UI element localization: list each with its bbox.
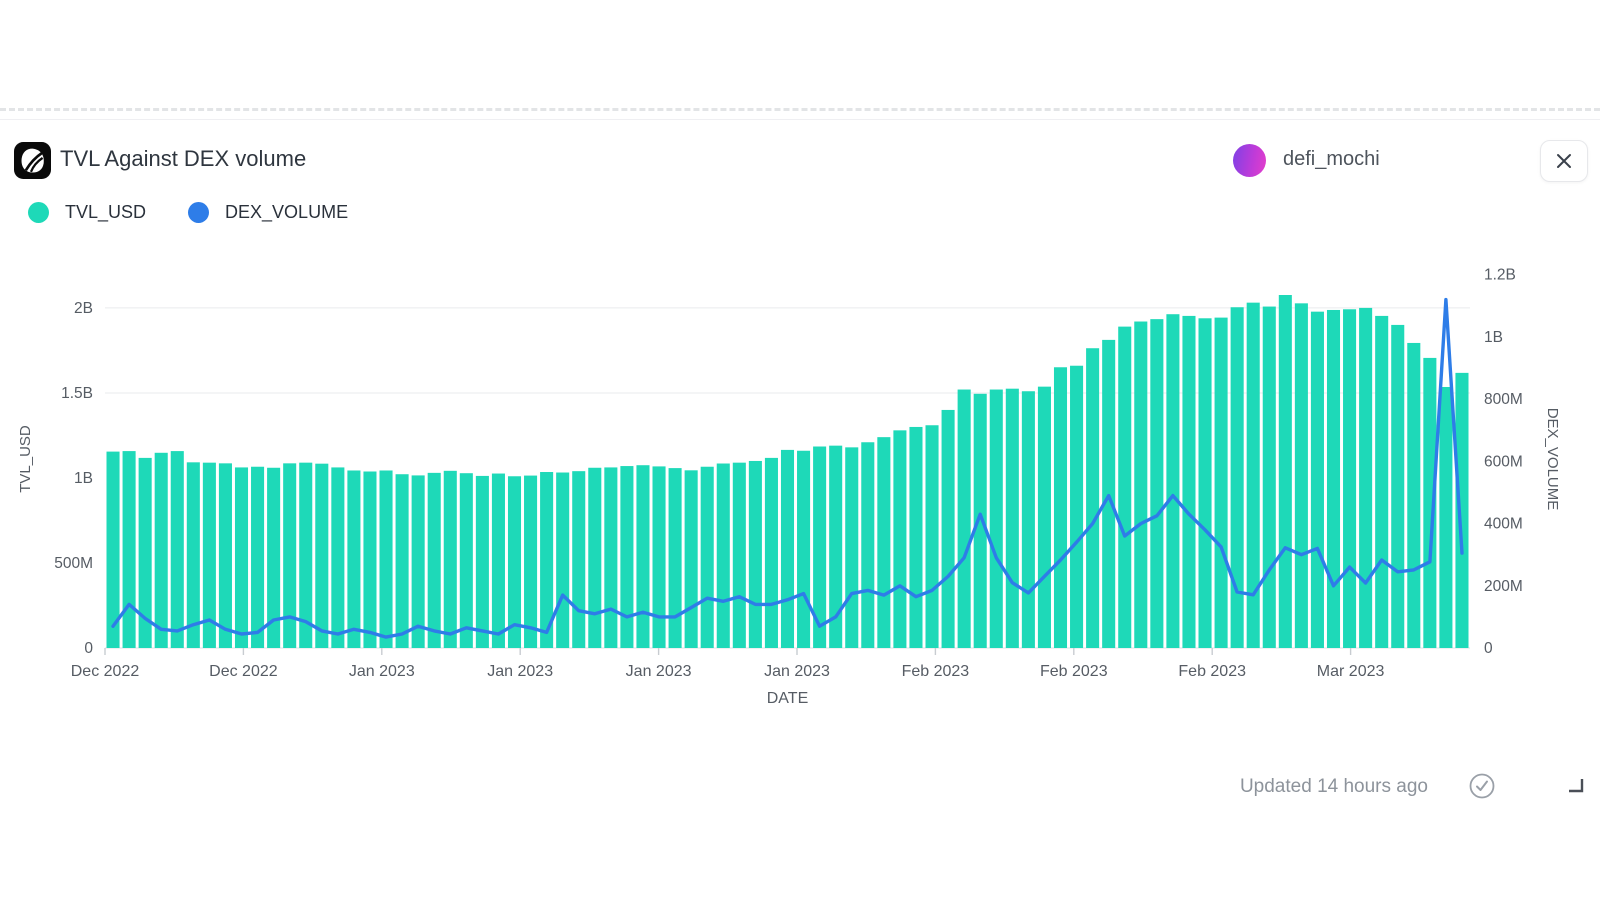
resize-corner-handle[interactable] xyxy=(1566,776,1586,796)
svg-text:1.5B: 1.5B xyxy=(61,385,93,402)
svg-text:DATE: DATE xyxy=(767,690,808,707)
page-title: TVL Against DEX volume xyxy=(60,146,307,171)
svg-text:Mar 2023: Mar 2023 xyxy=(1317,663,1385,680)
svg-text:0: 0 xyxy=(84,640,93,657)
legend-label: TVL_USD xyxy=(65,202,147,222)
close-button[interactable] xyxy=(1540,140,1588,182)
top-divider xyxy=(0,119,1600,120)
check-circle-icon xyxy=(1469,773,1495,799)
svg-text:Jan 2023: Jan 2023 xyxy=(626,663,692,680)
top-dashed-divider xyxy=(0,108,1600,111)
svg-text:500M: 500M xyxy=(54,555,93,572)
chart-area: Dec 2022 Dec 2022 Jan 2023 Jan 2023 Jan 2023… xyxy=(0,240,1600,720)
username-label: defi_mochi xyxy=(1283,148,1380,170)
legend: TVL_USD DEX_VOLUME xyxy=(28,202,376,223)
user-avatar xyxy=(1233,144,1266,177)
svg-text:Jan 2023: Jan 2023 xyxy=(349,663,415,680)
svg-text:Feb 2023: Feb 2023 xyxy=(1040,663,1108,680)
dex-volume-swatch-icon xyxy=(188,202,210,223)
legend-label: DEX_VOLUME xyxy=(225,202,349,222)
svg-text:Jan 2023: Jan 2023 xyxy=(764,663,830,680)
svg-text:1.2B: 1.2B xyxy=(1484,267,1516,284)
svg-text:600M: 600M xyxy=(1484,453,1523,470)
svg-text:2B: 2B xyxy=(74,300,93,317)
svg-text:Feb 2023: Feb 2023 xyxy=(902,663,970,680)
updated-status: Updated 14 hours ago xyxy=(1239,776,1428,797)
legend-item-dex-volume[interactable]: DEX_VOLUME xyxy=(188,202,348,223)
svg-text:Feb 2023: Feb 2023 xyxy=(1178,663,1246,680)
svg-text:200M: 200M xyxy=(1484,578,1523,595)
svg-text:TVL_USD: TVL_USD xyxy=(17,425,34,493)
header: TVL Against DEX volume defi_mochi xyxy=(0,138,1600,184)
svg-text:0: 0 xyxy=(1484,640,1493,657)
tvl-dex-chart: Dec 2022 Dec 2022 Jan 2023 Jan 2023 Jan 2023… xyxy=(17,267,1561,707)
svg-text:400M: 400M xyxy=(1484,516,1523,533)
svg-text:Jan 2023: Jan 2023 xyxy=(487,663,553,680)
svg-text:1B: 1B xyxy=(74,470,93,487)
svg-text:Dec 2022: Dec 2022 xyxy=(209,663,278,680)
tvl-usd-swatch-icon xyxy=(28,202,49,223)
legend-item-tvl-usd[interactable]: TVL_USD xyxy=(28,202,146,223)
footer: Updated 14 hours ago xyxy=(0,768,1600,808)
svg-text:1B: 1B xyxy=(1484,329,1503,346)
app-logo-icon xyxy=(14,142,51,179)
svg-text:Dec 2022: Dec 2022 xyxy=(71,663,140,680)
close-icon xyxy=(1557,154,1571,168)
svg-text:800M: 800M xyxy=(1484,391,1523,408)
svg-text:DEX_VOLUME: DEX_VOLUME xyxy=(1544,408,1561,511)
